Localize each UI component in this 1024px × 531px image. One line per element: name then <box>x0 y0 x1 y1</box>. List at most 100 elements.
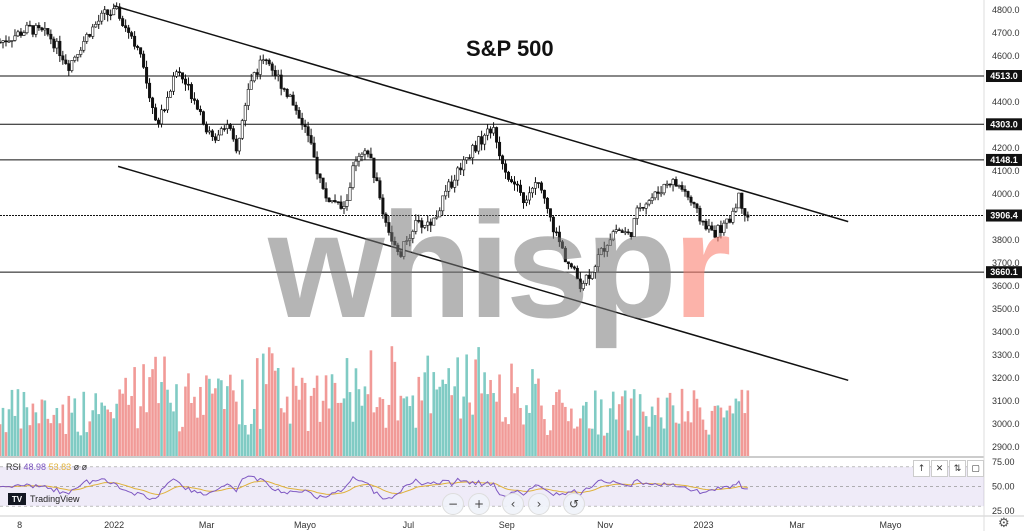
price-tick-label: 3500.0 <box>992 304 1020 314</box>
price-tick-label: 3700.0 <box>992 258 1020 268</box>
candle-body <box>73 56 77 61</box>
level-label-box <box>986 209 1022 222</box>
volume-bar <box>567 421 570 456</box>
candle-body <box>360 153 364 157</box>
price-tick-label: 4400.0 <box>992 97 1020 107</box>
volume-bar <box>510 363 513 456</box>
volume-bar <box>662 428 666 456</box>
zoom-in-button[interactable]: + <box>468 493 490 515</box>
time-tick-label: Mar <box>199 520 215 530</box>
candle-body <box>300 117 304 126</box>
volume-bar <box>677 423 681 456</box>
volume-bar <box>264 384 268 456</box>
candle-body <box>620 230 624 233</box>
volume-bar <box>273 370 277 456</box>
candle-body <box>743 208 747 216</box>
rsi-value-1: 48.98 <box>23 462 47 472</box>
candle-body <box>725 218 729 224</box>
volume-bar <box>590 428 594 456</box>
candle-body <box>145 66 149 84</box>
settings-gear-icon[interactable]: ⚙ <box>998 516 1010 531</box>
volume-bar <box>399 395 403 456</box>
volume-bar <box>348 392 352 456</box>
candle-body <box>339 201 343 209</box>
volume-bar <box>303 382 307 456</box>
candle-body <box>668 183 672 186</box>
candle-body <box>52 38 56 49</box>
candle-body <box>222 128 226 130</box>
zoom-out-button[interactable]: − <box>442 493 464 515</box>
panel-up-button[interactable]: ↑ <box>913 460 930 477</box>
price-tick-label: 3100.0 <box>992 396 1020 406</box>
candle-body <box>737 192 741 209</box>
volume-bar <box>342 398 346 456</box>
tradingview-logo[interactable]: TV TradingView <box>8 493 80 505</box>
panel-maximize-button[interactable]: ▢ <box>967 460 984 477</box>
volume-bar <box>731 413 735 456</box>
scroll-right-button[interactable]: › <box>528 493 550 515</box>
candle-body <box>536 182 540 184</box>
candle-body <box>507 171 511 180</box>
candle-body <box>318 173 322 179</box>
volume-bar <box>151 369 154 456</box>
volume-bar <box>528 412 531 456</box>
candle-body <box>707 225 711 230</box>
candle-body <box>291 94 295 106</box>
candle-body <box>22 32 26 36</box>
candle-body <box>64 59 68 64</box>
price-tick-label: 3300.0 <box>992 350 1020 360</box>
candle-body <box>581 283 585 289</box>
candle-body <box>465 157 469 161</box>
candle-body <box>447 181 451 192</box>
volume-bar <box>390 346 394 456</box>
candle-body <box>680 185 684 190</box>
volume-bar <box>312 387 316 456</box>
volume-bar <box>561 402 564 456</box>
candle-body <box>4 40 8 43</box>
volume-bar <box>82 391 86 456</box>
volume-bar <box>184 386 187 456</box>
candle-body <box>67 63 71 71</box>
scroll-left-button[interactable]: ‹ <box>502 493 524 515</box>
price-tick-label: 3600.0 <box>992 281 1020 291</box>
reset-chart-button[interactable]: ↺ <box>563 493 585 515</box>
candle-body <box>453 179 457 188</box>
candle-body <box>716 225 720 238</box>
volume-bar <box>450 395 453 456</box>
candle-body <box>258 59 262 75</box>
volume-bar <box>106 409 109 456</box>
volume-bar <box>306 430 310 456</box>
time-tick-label: Nov <box>597 520 614 530</box>
volume-bar <box>650 406 654 456</box>
volume-bar <box>133 367 136 456</box>
volume-bar <box>743 413 747 456</box>
volume-bar <box>372 412 376 456</box>
candle-body <box>566 261 570 264</box>
candle-body <box>94 24 98 28</box>
panel-restore-button[interactable]: ⇅ <box>949 460 966 477</box>
candle-body <box>330 200 334 203</box>
candle-body <box>393 241 397 246</box>
candle-body <box>563 247 567 263</box>
candle-body <box>713 230 717 238</box>
candle-body <box>647 200 651 205</box>
volume-bar <box>52 414 56 456</box>
volume-bar <box>58 423 62 456</box>
candle-body <box>653 191 657 199</box>
volume-bar <box>160 382 163 456</box>
price-tick-label: 4600.0 <box>992 51 1020 61</box>
volume-bar <box>599 399 603 456</box>
level-label: 4148.1 <box>990 155 1018 165</box>
candle-body <box>336 201 340 204</box>
candle-body <box>61 55 65 61</box>
candle-body <box>163 109 167 112</box>
volume-bar <box>330 374 334 456</box>
volume-bar <box>647 426 651 456</box>
volume-bar <box>525 405 528 456</box>
panel-close-button[interactable]: ✕ <box>931 460 948 477</box>
volume-bar <box>37 423 41 456</box>
volume-bar <box>585 401 588 456</box>
volume-bar <box>22 391 26 456</box>
volume-bar <box>719 407 723 456</box>
